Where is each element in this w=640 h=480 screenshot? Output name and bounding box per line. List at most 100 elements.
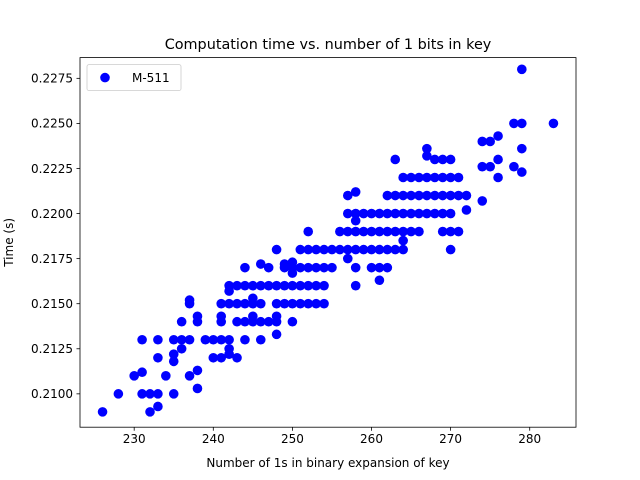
data-point-43 xyxy=(232,316,242,327)
data-point-58 xyxy=(255,298,266,309)
legend-label: M-511 xyxy=(132,71,170,85)
data-point-30 xyxy=(208,334,219,345)
data-point-105 xyxy=(342,190,353,201)
data-point-0 xyxy=(97,407,108,417)
data-point-111 xyxy=(350,208,361,219)
data-point-140 xyxy=(398,172,408,183)
data-point-181 xyxy=(493,131,503,141)
data-point-97 xyxy=(327,262,337,273)
data-point-107 xyxy=(350,262,361,273)
x-tick-label: 240 xyxy=(202,432,225,446)
data-point-120 xyxy=(374,275,385,286)
data-point-180 xyxy=(493,154,503,165)
data-point-139 xyxy=(398,190,408,201)
data-point-117 xyxy=(366,244,377,255)
data-point-32 xyxy=(216,334,227,345)
data-point-23 xyxy=(184,295,195,305)
data-point-179 xyxy=(493,172,503,183)
data-point-126 xyxy=(382,244,393,255)
data-point-89 xyxy=(311,298,321,309)
data-point-41 xyxy=(224,280,234,291)
data-point-159 xyxy=(437,208,448,219)
data-point-10 xyxy=(153,352,163,363)
data-point-6 xyxy=(145,407,155,417)
data-point-95 xyxy=(319,262,329,273)
data-point-85 xyxy=(303,280,314,291)
data-point-150 xyxy=(422,190,432,201)
data-point-11 xyxy=(153,334,163,345)
data-point-45 xyxy=(232,280,242,291)
data-point-60 xyxy=(255,259,266,269)
y-tick-label: 0.2125 xyxy=(31,342,73,356)
data-point-155 xyxy=(429,190,440,201)
data-point-76 xyxy=(287,280,298,291)
x-tick-label: 230 xyxy=(123,432,146,446)
data-point-37 xyxy=(224,343,234,354)
data-point-134 xyxy=(390,154,401,165)
data-point-61 xyxy=(263,316,274,327)
data-point-136 xyxy=(398,235,408,246)
data-point-128 xyxy=(382,208,393,219)
data-point-55 xyxy=(248,280,258,291)
data-point-17 xyxy=(176,343,187,354)
data-point-183 xyxy=(509,118,519,129)
data-point-145 xyxy=(414,226,424,237)
data-point-9 xyxy=(153,389,163,399)
data-point-93 xyxy=(319,298,329,309)
data-point-73 xyxy=(279,259,290,269)
data-point-46 xyxy=(240,334,250,345)
data-point-114 xyxy=(358,226,369,237)
data-point-106 xyxy=(350,280,361,291)
data-point-123 xyxy=(374,226,385,237)
data-point-148 xyxy=(414,172,424,183)
data-point-175 xyxy=(477,161,488,172)
data-point-167 xyxy=(445,172,456,183)
x-tick-label: 260 xyxy=(360,432,383,446)
data-point-127 xyxy=(382,226,393,237)
data-point-187 xyxy=(517,64,527,75)
y-tick-label: 0.2200 xyxy=(31,207,73,221)
data-point-4 xyxy=(137,367,147,378)
data-point-163 xyxy=(445,244,456,255)
data-point-152 xyxy=(422,151,432,161)
data-point-29 xyxy=(208,352,219,363)
data-point-79 xyxy=(287,257,298,268)
data-point-172 xyxy=(461,205,472,215)
data-point-54 xyxy=(248,293,258,304)
data-point-153 xyxy=(422,143,432,154)
data-point-34 xyxy=(216,311,227,322)
data-point-110 xyxy=(350,215,361,226)
data-point-28 xyxy=(200,334,211,345)
data-point-132 xyxy=(390,208,401,219)
data-point-52 xyxy=(248,311,258,322)
data-point-5 xyxy=(137,334,147,345)
data-point-109 xyxy=(350,226,361,237)
data-point-135 xyxy=(398,244,408,255)
data-point-38 xyxy=(224,334,234,345)
data-point-185 xyxy=(517,143,527,154)
data-point-71 xyxy=(279,280,290,291)
y-tick-label: 0.2100 xyxy=(31,387,73,401)
data-point-67 xyxy=(271,298,282,309)
data-point-20 xyxy=(184,371,195,381)
data-point-165 xyxy=(445,208,456,219)
data-points xyxy=(97,64,559,417)
data-point-62 xyxy=(263,280,274,291)
data-point-7 xyxy=(145,389,155,399)
data-point-178 xyxy=(485,136,495,147)
data-point-50 xyxy=(240,262,250,273)
data-point-174 xyxy=(477,196,488,206)
data-point-130 xyxy=(390,244,401,255)
data-point-35 xyxy=(216,298,227,309)
data-point-91 xyxy=(311,262,321,273)
data-point-103 xyxy=(342,226,353,237)
data-point-15 xyxy=(168,349,179,359)
data-point-31 xyxy=(216,352,227,363)
data-point-81 xyxy=(295,280,306,291)
data-point-160 xyxy=(437,190,448,201)
data-point-182 xyxy=(509,161,519,172)
plot-area xyxy=(80,57,576,428)
data-point-169 xyxy=(453,226,464,237)
data-point-119 xyxy=(366,208,377,219)
data-point-170 xyxy=(453,190,464,201)
